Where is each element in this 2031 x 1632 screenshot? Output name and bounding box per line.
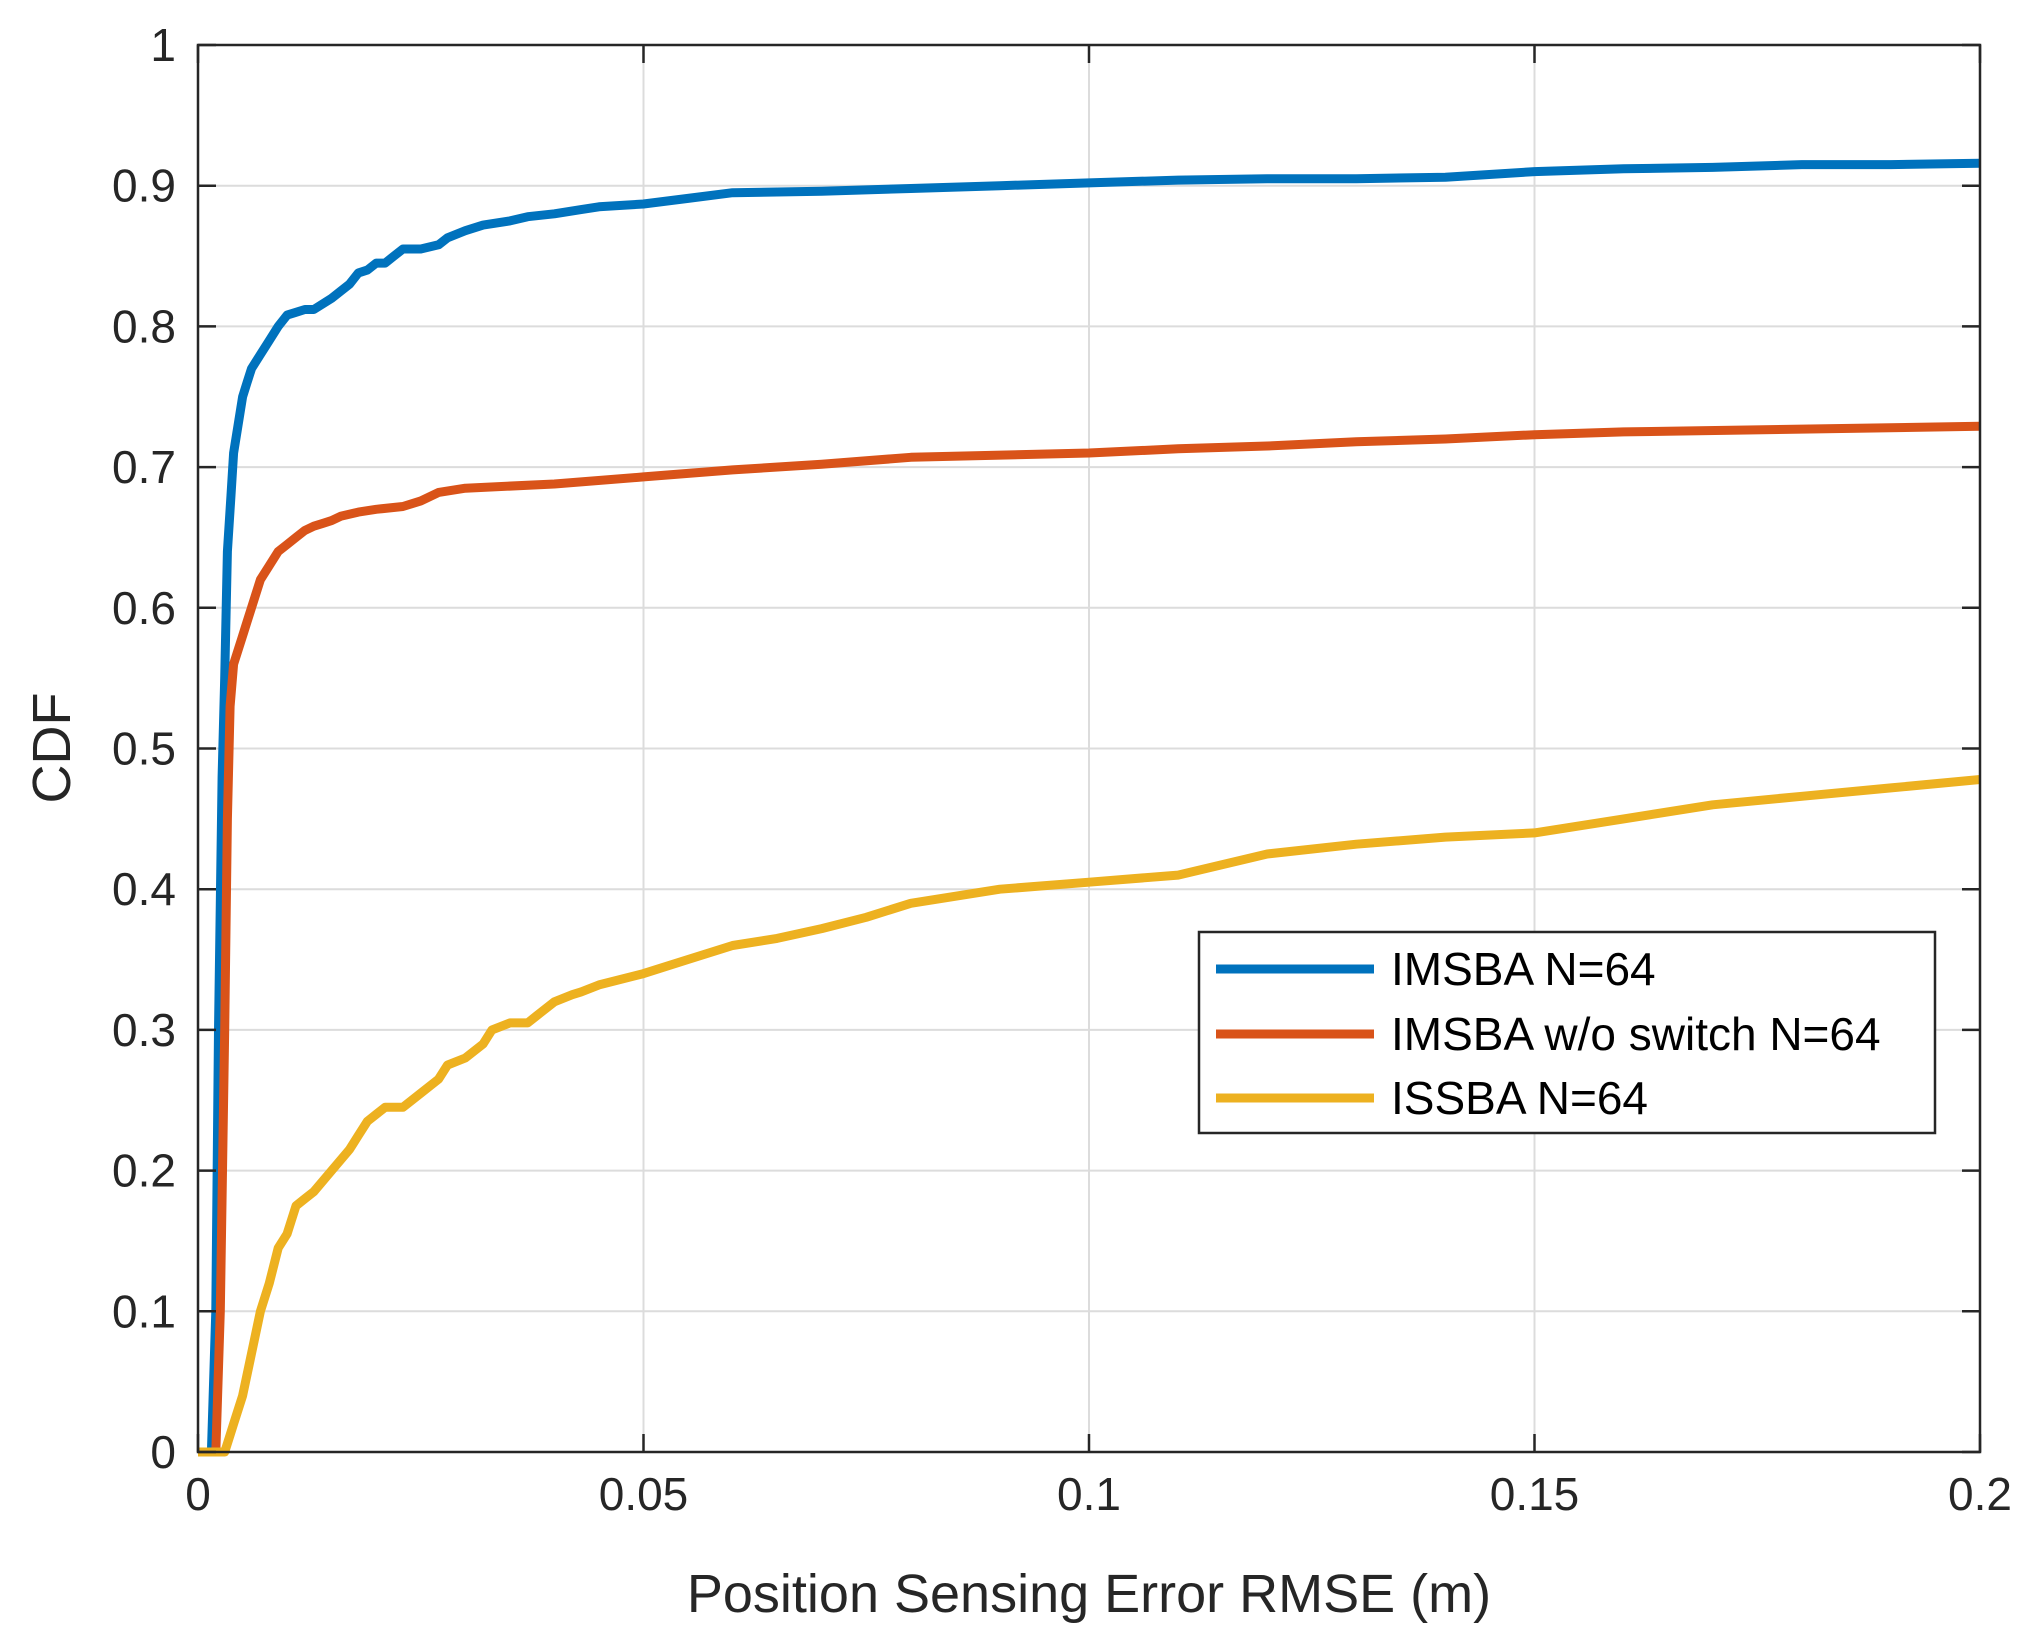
series-layer: [198, 158, 1981, 1457]
y-tick-label: 0.6: [112, 582, 176, 634]
x-tick-label: 0.15: [1490, 1468, 1580, 1520]
x-tick-label: 0.2: [1948, 1468, 2012, 1520]
ticks: [196, 43, 1982, 1454]
legend-label-imsba-wo-switch: IMSBA w/o switch N=64: [1391, 1008, 1881, 1060]
series-line-imsba: [198, 158, 1981, 1457]
y-tick-label: 0.5: [112, 723, 176, 775]
y-axis-title: CDF: [22, 693, 82, 804]
series-line-imsba-wo-switch: [198, 421, 1981, 1457]
legend-label-imsba: IMSBA N=64: [1391, 943, 1656, 995]
y-tick-label: 0.7: [112, 441, 176, 493]
legend-label-issba: ISSBA N=64: [1391, 1072, 1648, 1124]
x-tick-label: 0.05: [599, 1468, 689, 1520]
legend: IMSBA N=64 IMSBA w/o switch N=64 ISSBA N…: [1197, 930, 1937, 1135]
y-tick-label: 0.3: [112, 1004, 176, 1056]
y-tick-label: 0.2: [112, 1145, 176, 1197]
y-tick-label: 0.4: [112, 863, 176, 915]
y-tick-label: 0.9: [112, 160, 176, 212]
tick-labels: 0 0.05 0.1 0.15 0.2 0 0.1 0.2 0.3 0.4 0.5 0.6 0.7 0.8…: [112, 19, 2012, 1520]
x-tick-label: 0: [185, 1468, 211, 1520]
series-line-issba: [198, 775, 1981, 1457]
x-axis-title: Position Sensing Error RMSE (m): [687, 1564, 1491, 1624]
x-tick-label: 0.1: [1057, 1468, 1121, 1520]
y-tick-label: 1: [150, 19, 176, 71]
y-tick-label: 0: [150, 1426, 176, 1478]
y-tick-label: 0.8: [112, 300, 176, 352]
y-tick-label: 0.1: [112, 1285, 176, 1337]
